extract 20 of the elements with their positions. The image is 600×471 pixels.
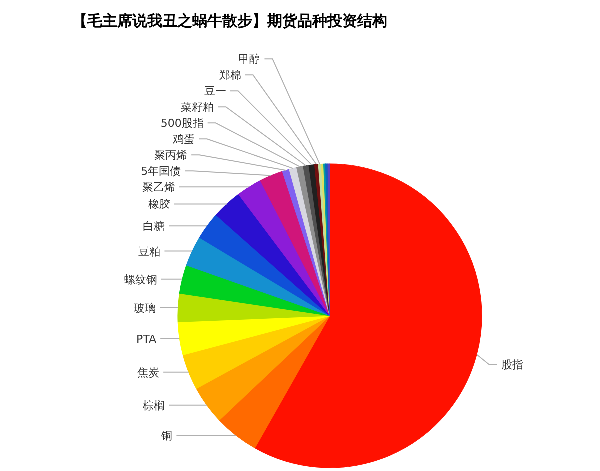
slice-label: 甲醇 bbox=[238, 53, 261, 66]
slice-label: 豆一 bbox=[204, 85, 226, 98]
slice-label: 棕榈 bbox=[143, 399, 166, 412]
slice-label: 橡胶 bbox=[148, 198, 170, 212]
slice-label: 鸡蛋 bbox=[172, 133, 196, 146]
slice-label: 5年国债 bbox=[141, 165, 182, 178]
slice-label: 白糖 bbox=[143, 220, 166, 234]
slice-label: 菜籽粕 bbox=[181, 101, 214, 114]
slice-label: 焦炭 bbox=[138, 366, 160, 380]
slice-label: 500股指 bbox=[160, 117, 204, 130]
chart-title: 【毛主席说我丑之蜗牛散步】期货品种投资结构 bbox=[72, 12, 388, 30]
slice-label: 聚丙烯 bbox=[154, 149, 188, 162]
slice-label: 螺纹钢 bbox=[124, 273, 158, 286]
slice-label: 玻璃 bbox=[134, 302, 156, 315]
slice-label: 豆粕 bbox=[138, 245, 161, 258]
slice-label: 铜 bbox=[160, 430, 173, 443]
slice-label: 股指 bbox=[501, 358, 524, 372]
slice-label: 郑棉 bbox=[219, 69, 242, 82]
slice-label: 聚乙烯 bbox=[142, 181, 176, 194]
slice-label: PTA bbox=[136, 332, 158, 346]
